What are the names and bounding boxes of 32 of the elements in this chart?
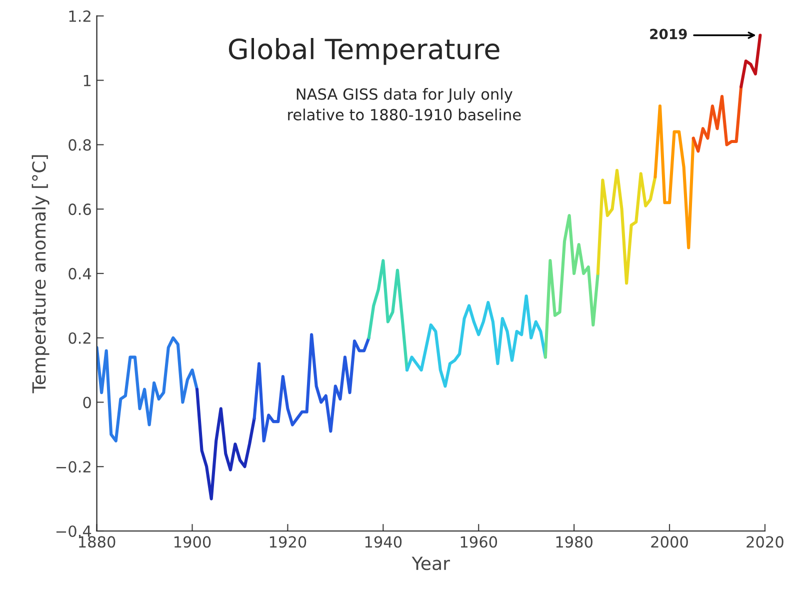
x-tick-label: 1900 (174, 536, 211, 548)
line-series (544, 214, 600, 359)
y-axis-title: Temperature anomaly [°C] (32, 155, 50, 394)
line-series (654, 104, 695, 250)
y-tick-label: 0.6 (68, 204, 91, 216)
annotation: 2019 (650, 28, 687, 40)
x-tick-label: 1980 (556, 536, 592, 548)
x-tick-label: 1960 (460, 536, 498, 548)
y-tick-label: 0.4 (68, 268, 92, 280)
y-tick-label: −0.2 (56, 461, 90, 473)
text: Global Temperature (228, 38, 500, 65)
line-series (596, 168, 657, 285)
y-tick-label: −0.4 (56, 525, 92, 538)
x-tick-label: 2020 (746, 536, 784, 548)
line-series (367, 259, 409, 372)
y-tick-label: 1 (84, 74, 91, 86)
line-series (96, 336, 199, 442)
line-series (252, 333, 370, 442)
text: NASA GISS data for July only relative to 1880-1910 baseline (288, 88, 521, 120)
line-series (740, 34, 762, 88)
y-tick-label: 0.2 (68, 332, 90, 344)
y-tick-label: 0.8 (68, 139, 91, 151)
x-axis-title: Year (412, 556, 450, 570)
line-series (195, 388, 256, 500)
line-series (405, 294, 547, 388)
y-tick-label: 1.2 (69, 10, 90, 22)
x-tick-label: 2000 (651, 536, 688, 548)
x-tick-label: 1880 (79, 536, 116, 548)
y-tick-label: 0 (83, 396, 91, 408)
x-tick-label: 1940 (365, 536, 402, 548)
x-tick-label: 1920 (270, 536, 306, 548)
line-series (692, 85, 743, 153)
